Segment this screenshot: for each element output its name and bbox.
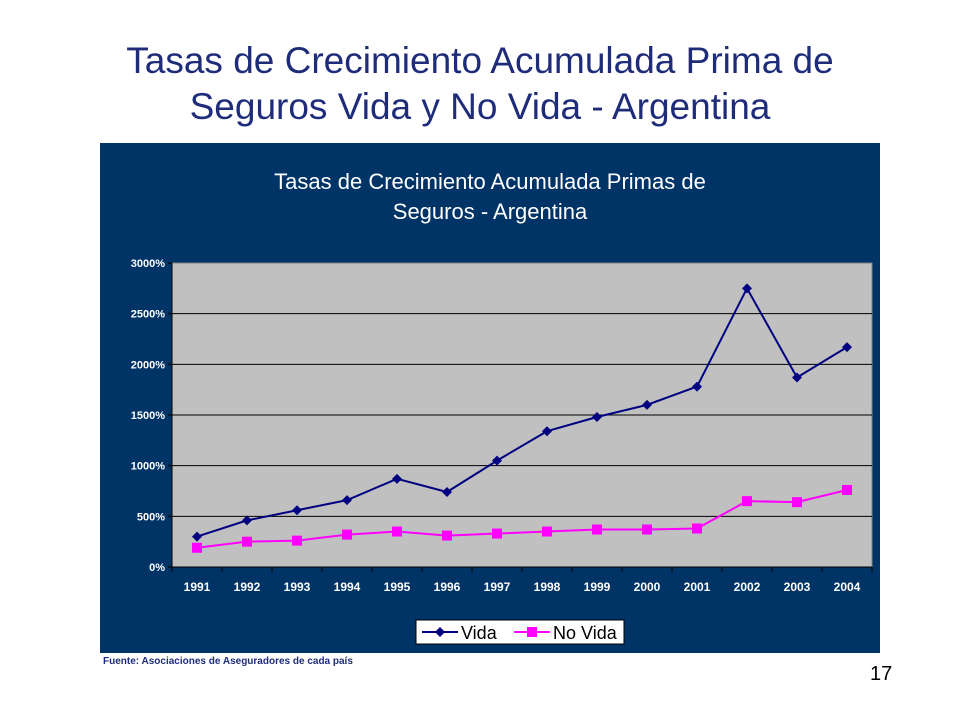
data-point-no-vida — [442, 530, 452, 541]
y-tick-label: 1500% — [131, 410, 165, 422]
data-point-vida — [792, 372, 802, 383]
series-line-no-vida — [196, 489, 848, 549]
data-point-no-vida — [642, 524, 652, 535]
data-point-vida — [342, 495, 352, 506]
chart-panel: Tasas de Crecimiento Acumulada Primas de… — [100, 143, 880, 653]
x-tick-label: 1992 — [234, 580, 261, 594]
y-tick-label: 2000% — [131, 359, 165, 371]
x-tick-label: 1995 — [384, 580, 411, 594]
legend: Vida No Vida — [415, 619, 625, 645]
grid-lines — [172, 313, 872, 517]
data-point-no-vida — [742, 496, 752, 507]
legend-vida-label: Vida — [461, 623, 498, 643]
line-chart: Tasas de Crecimiento Acumulada Primas de… — [131, 169, 873, 645]
data-point-vida — [692, 381, 702, 392]
data-point-no-vida — [292, 535, 302, 546]
data-point-vida — [292, 505, 302, 516]
source-note: Fuente: Asociaciones de Aseguradores de … — [103, 656, 353, 667]
data-point-vida — [492, 455, 502, 466]
series-layer — [192, 283, 852, 553]
data-point-vida — [242, 515, 252, 526]
legend-vida-marker — [435, 627, 445, 637]
data-point-no-vida — [242, 536, 252, 547]
legend-no-vida-marker — [527, 627, 537, 637]
data-point-no-vida — [342, 529, 352, 540]
series-line-vida — [196, 286, 848, 538]
legend-no-vida-label: No Vida — [553, 623, 618, 643]
x-tick-label: 1991 — [184, 580, 211, 594]
x-tick-label: 1997 — [484, 580, 511, 594]
chart-title-line-2: Seguros - Argentina — [393, 199, 588, 224]
page-number: 17 — [870, 663, 893, 685]
data-point-no-vida — [392, 526, 402, 537]
chart-title-line-1: Tasas de Crecimiento Acumulada Primas de — [274, 169, 706, 194]
data-point-vida — [442, 487, 452, 498]
data-point-no-vida — [692, 523, 702, 534]
x-tick-label: 2003 — [784, 580, 811, 594]
y-tick-label: 500% — [137, 511, 165, 523]
x-tick-label: 1993 — [284, 580, 311, 594]
data-point-no-vida — [192, 542, 202, 553]
x-tick-label: 1996 — [434, 580, 461, 594]
y-tick-label: 0% — [149, 562, 165, 574]
data-point-vida — [642, 399, 652, 410]
data-point-vida — [392, 473, 402, 484]
data-point-no-vida — [792, 497, 802, 508]
slide-title-line-1: Tasas de Crecimiento Acumulada Prima de — [126, 40, 834, 81]
x-tick-label: 2000 — [634, 580, 661, 594]
y-tick-label: 1000% — [131, 461, 165, 473]
x-tick-label: 1999 — [584, 580, 611, 594]
x-tick-label: 2002 — [734, 580, 761, 594]
y-tick-label: 3000% — [131, 258, 165, 270]
axes: 0% 500% 1000% 1500% 2000% 2500% 3000% 1991 1992 1… — [131, 258, 873, 594]
x-tick-label: 1994 — [334, 580, 361, 594]
data-point-vida — [542, 426, 552, 437]
data-point-vida — [842, 342, 852, 353]
data-point-no-vida — [492, 528, 502, 539]
data-point-vida — [592, 412, 602, 423]
x-tick-label: 2004 — [834, 580, 861, 594]
x-tick-label: 1998 — [534, 580, 561, 594]
slide-title: Tasas de Crecimiento Acumulada Prima de … — [40, 38, 920, 130]
data-point-no-vida — [842, 484, 852, 495]
x-tick-label: 2001 — [684, 580, 711, 594]
y-tick-label: 2500% — [131, 309, 165, 321]
data-point-vida — [742, 283, 752, 294]
data-point-no-vida — [542, 526, 552, 537]
data-point-no-vida — [592, 524, 602, 535]
data-point-vida — [192, 531, 202, 542]
slide-title-line-2: Seguros Vida y No Vida - Argentina — [189, 86, 771, 127]
